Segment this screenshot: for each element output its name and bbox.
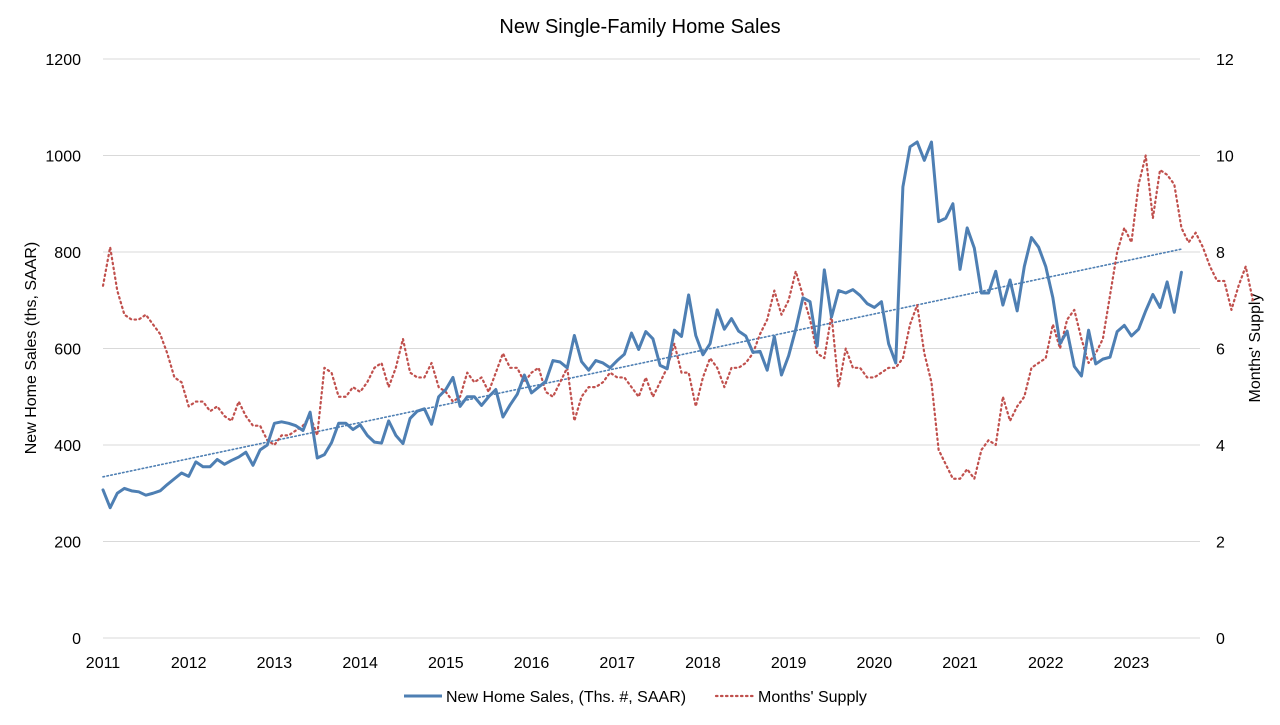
left-tick-label: 200 (54, 535, 81, 552)
right-tick-label: 10 (1216, 149, 1234, 166)
x-tick-label: 2014 (342, 655, 378, 672)
left-tick-label: 400 (54, 438, 81, 455)
legend-supply-label: Months' Supply (758, 689, 867, 706)
left-tick-label: 800 (54, 245, 81, 262)
legend-sales-label: New Home Sales, (Ths. #, SAAR) (446, 689, 686, 706)
right-tick-label: 8 (1216, 245, 1225, 262)
legend: New Home Sales, (Ths. #, SAAR) Months' S… (404, 689, 867, 706)
x-tick-label: 2021 (942, 655, 978, 672)
x-tick-label: 2017 (599, 655, 635, 672)
x-tick-label: 2013 (257, 655, 293, 672)
x-tick-label: 2015 (428, 655, 464, 672)
right-tick-label: 0 (1216, 631, 1225, 648)
x-tick-label: 2012 (171, 655, 207, 672)
x-tick-label: 2018 (685, 655, 721, 672)
right-tick-label: 6 (1216, 342, 1225, 359)
left-tick-label: 1200 (45, 52, 81, 69)
plot-area (101, 140, 1254, 510)
months-supply-line (101, 154, 1254, 480)
right-axis-title: Months' Supply (1247, 294, 1264, 403)
x-tick-label: 2020 (857, 655, 893, 672)
gridlines (103, 58, 1200, 639)
left-tick-label: 0 (72, 631, 81, 648)
left-tick-label: 600 (54, 342, 81, 359)
right-tick-label: 4 (1216, 438, 1225, 455)
new-home-sales-line (101, 140, 1183, 510)
right-axis-ticks: 0 2 4 6 8 10 12 (1216, 52, 1234, 648)
x-tick-label: 2019 (771, 655, 807, 672)
x-axis-ticks: 2011 2012 2013 2014 2015 2016 2017 2018 2019 2020… (86, 655, 1150, 672)
left-axis-title: New Home Sales (ths, SAAR) (23, 242, 40, 455)
left-tick-label: 1000 (45, 149, 81, 166)
right-tick-label: 2 (1216, 535, 1225, 552)
right-tick-label: 12 (1216, 52, 1234, 69)
x-tick-label: 2016 (514, 655, 550, 672)
x-tick-label: 2011 (86, 655, 121, 672)
left-axis-ticks: 0 200 400 600 800 1000 1200 (45, 52, 81, 648)
chart-title: New Single-Family Home Sales (499, 16, 780, 38)
x-tick-label: 2022 (1028, 655, 1064, 672)
trendline (102, 248, 1183, 478)
x-tick-label: 2023 (1114, 655, 1150, 672)
